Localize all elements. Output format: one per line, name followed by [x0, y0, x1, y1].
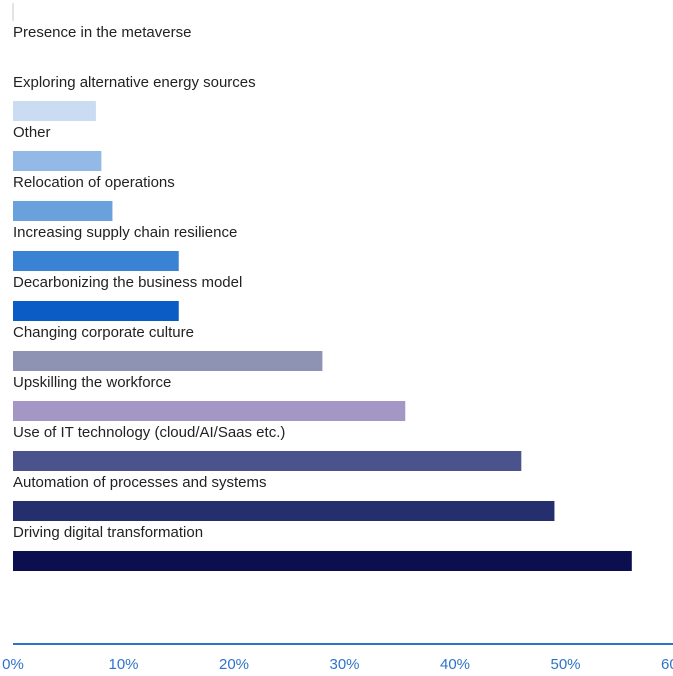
category-label: Upskilling the workforce: [13, 374, 171, 391]
bar: [13, 301, 179, 321]
bar: [13, 451, 522, 471]
bar: [13, 251, 179, 271]
bar: [13, 201, 113, 221]
category-label: Decarbonizing the business model: [13, 274, 242, 291]
category-label: Increasing supply chain resilience: [13, 224, 237, 241]
category-label: Other: [13, 124, 51, 141]
x-tick-label: 0%: [2, 656, 24, 673]
x-axis-tick-labels: 0% 10% 20% 30% 40% 50% 60%: [2, 656, 673, 673]
bar: [13, 551, 632, 571]
bars-layer: [12, 3, 632, 571]
x-tick-label: 20%: [219, 656, 249, 673]
category-label: Exploring alternative energy sources: [13, 74, 256, 91]
bar: [13, 151, 102, 171]
category-labels: Presence in the metaverse Exploring alter…: [13, 24, 285, 541]
bar: [13, 101, 96, 121]
x-tick-label: 10%: [108, 656, 138, 673]
category-label: Use of IT technology (cloud/AI/Saas etc.…: [13, 424, 285, 441]
category-label: Automation of processes and systems: [13, 474, 266, 491]
category-label: Changing corporate culture: [13, 324, 194, 341]
x-tick-label: 40%: [440, 656, 470, 673]
category-label: Presence in the metaverse: [13, 24, 191, 41]
x-tick-label: 30%: [329, 656, 359, 673]
bar: [13, 351, 323, 371]
bar: [13, 401, 406, 421]
x-tick-label: 50%: [550, 656, 580, 673]
x-tick-label: 60%: [661, 656, 673, 673]
category-label: Driving digital transformation: [13, 524, 203, 541]
category-label: Relocation of operations: [13, 174, 175, 191]
bar: [13, 501, 555, 521]
